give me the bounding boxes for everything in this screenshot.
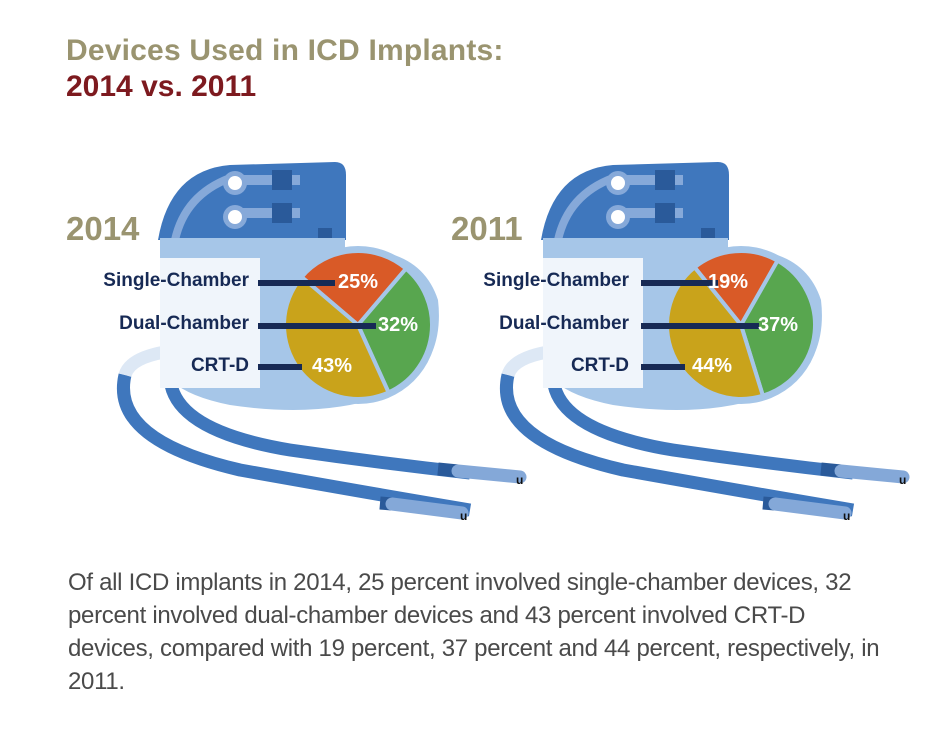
lead-coil-icon: u [460,509,467,523]
leader-line-crt-d [258,364,302,370]
legend-label-single-chamber: Single-Chamber [103,270,249,291]
lead-tip [385,497,469,520]
leader-line-dual-chamber [641,323,759,329]
data-label-crt-d: 44% [692,355,733,377]
data-label-dual-chamber: 32% [378,314,419,336]
pie-slice-single-chamber [298,249,409,328]
icd-device-2014: uu [117,162,527,523]
leader-line-crt-d [641,364,685,370]
legend-label-dual-chamber: Dual-Chamber [119,313,249,334]
lead-wire-inner [546,374,854,480]
lead-wire-outer-top [118,345,167,378]
lead-tip [768,497,852,520]
pie-slice-single-chamber [691,249,781,329]
legend-label-crt-d: CRT-D [190,355,249,376]
leader-line-single-chamber [641,280,718,286]
data-label-single-chamber: 19% [708,271,749,293]
header-block [272,203,292,223]
data-label-crt-d: 43% [312,355,353,377]
chart-subtitle: 2014 vs. 2011 [66,70,257,103]
data-label-dual-chamber: 37% [758,314,799,336]
port-hole [228,176,242,190]
leader-line-dual-chamber [258,323,376,329]
label-panel [543,258,643,388]
header-block [272,170,292,190]
lead-tip [451,464,527,484]
lead-tip [834,464,910,484]
pie-slice-dual-chamber [738,257,817,399]
port-hole [611,210,625,224]
header-block [655,203,675,223]
panel-year-2014: 2014 [66,210,140,247]
legend-label-single-chamber: Single-Chamber [483,270,629,291]
header-block [655,170,675,190]
header-arc [171,174,232,241]
legend-label-crt-d: CRT-D [570,355,629,376]
device-header [158,162,346,240]
icd-device-2011: uu [500,162,910,523]
leader-line-single-chamber [258,280,335,286]
lead-coil-icon: u [516,473,523,487]
legend-label-dual-chamber: Dual-Chamber [499,313,629,334]
caption-text: Of all ICD implants in 2014, 25 percent … [68,569,880,695]
lead-wire-outer-top [501,345,550,378]
data-label-single-chamber: 25% [338,271,379,293]
device-header [541,162,729,240]
lead-coil-icon: u [899,473,906,487]
panel-year-2011: 2011 [451,210,523,247]
port-hole [228,210,242,224]
lead-coil-icon: u [843,509,850,523]
header-arc [554,174,615,241]
label-panel [160,258,260,388]
chart-title: Devices Used in ICD Implants: [66,34,504,67]
lead-wire-inner [163,374,471,480]
port-hole [611,176,625,190]
